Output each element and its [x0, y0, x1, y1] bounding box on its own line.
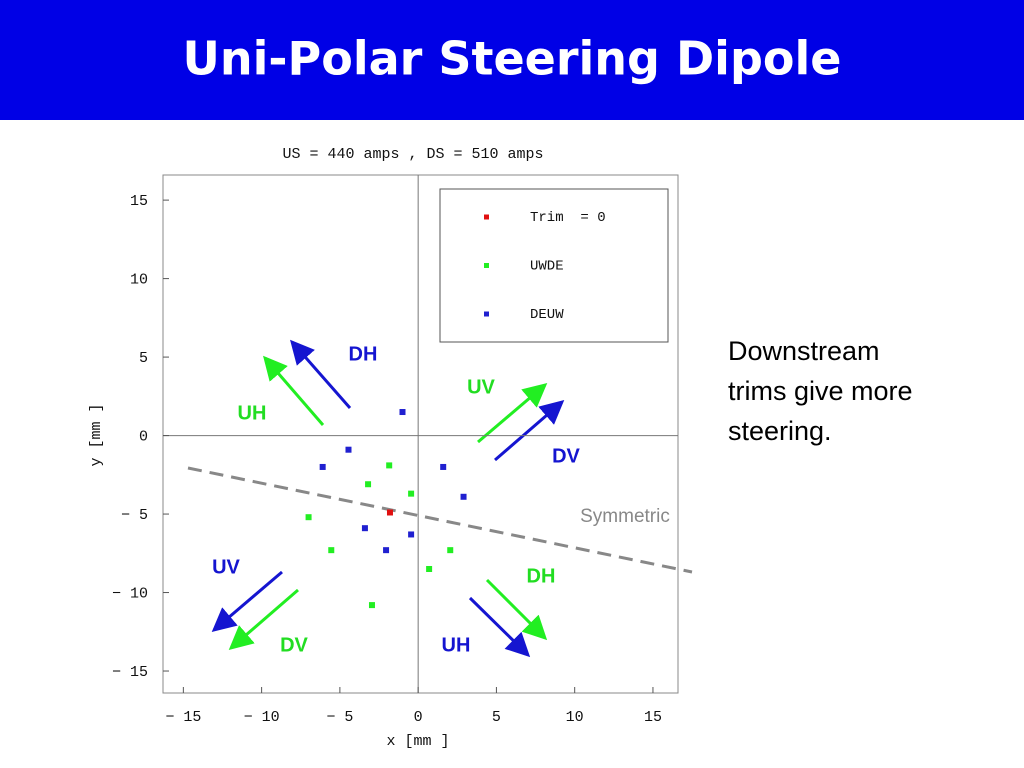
arrows: [211, 339, 565, 658]
point: [328, 547, 335, 554]
annotation: UV: [212, 556, 240, 578]
point: [386, 509, 393, 516]
annotation: DH: [527, 565, 556, 587]
point: [399, 409, 406, 416]
legend-marker: [484, 311, 489, 317]
arrow: [485, 578, 548, 641]
y-tick-label: 15: [130, 193, 148, 210]
arrow: [228, 588, 299, 650]
point: [426, 565, 433, 572]
y-tick-label: 0: [139, 429, 148, 446]
point: [440, 463, 447, 470]
x-tick-label: 0: [414, 709, 423, 726]
annotation: UH: [238, 402, 267, 424]
y-axis-label: y [mm ]: [88, 403, 105, 466]
side-note: steering.: [728, 416, 832, 446]
legend-label: DEUW: [530, 307, 564, 323]
annotation: DH: [349, 343, 378, 365]
legend-box: [439, 188, 669, 343]
side-note: Downstream: [728, 336, 880, 366]
point: [345, 446, 352, 453]
arrow: [263, 355, 325, 426]
y-tick-label: − 15: [112, 664, 148, 681]
point: [447, 547, 454, 554]
x-axis-label: x [mm ]: [386, 733, 449, 750]
arrow: [468, 596, 531, 658]
legend-marker: [484, 214, 489, 220]
legend-label: Trim = 0: [530, 210, 606, 226]
legend-label: UWDE: [530, 259, 564, 275]
annotation: DV: [280, 634, 308, 656]
annotation: UH: [442, 634, 471, 656]
x-tick-label: − 5: [326, 709, 353, 726]
point: [383, 547, 390, 554]
slide-title: Uni-Polar Steering Dipole: [183, 32, 842, 86]
y-tick-label: 5: [139, 350, 148, 367]
y-tick-label: − 10: [112, 586, 148, 603]
side-note: trims give more: [728, 376, 913, 406]
annotation: Symmetric: [580, 506, 670, 527]
arrow: [494, 400, 565, 462]
point: [408, 490, 415, 497]
y-tick-label: 10: [130, 272, 148, 289]
x-tick-label: 5: [492, 709, 501, 726]
point: [408, 531, 415, 538]
arrow: [477, 383, 548, 444]
point: [365, 481, 372, 488]
point: [305, 514, 312, 521]
x-tick-label: 15: [644, 709, 662, 726]
x-tick-label: 10: [566, 709, 584, 726]
point: [319, 463, 326, 470]
annotation: DV: [552, 445, 580, 467]
y-tick-label: − 5: [121, 507, 148, 524]
legend-marker: [484, 263, 489, 268]
x-tick-label: − 10: [244, 709, 280, 726]
symmetry-line: [187, 466, 693, 574]
x-tick-label: − 15: [165, 709, 201, 726]
annotation: UV: [467, 376, 495, 398]
point: [460, 493, 467, 500]
title-bar: [0, 0, 1024, 120]
plot-frame: [162, 174, 679, 694]
chart-title: US = 440 amps , DS = 510 amps: [282, 146, 543, 163]
point: [361, 525, 368, 532]
point: [368, 602, 375, 609]
point: [386, 462, 393, 469]
arrow: [211, 570, 283, 632]
arrow: [290, 339, 352, 409]
